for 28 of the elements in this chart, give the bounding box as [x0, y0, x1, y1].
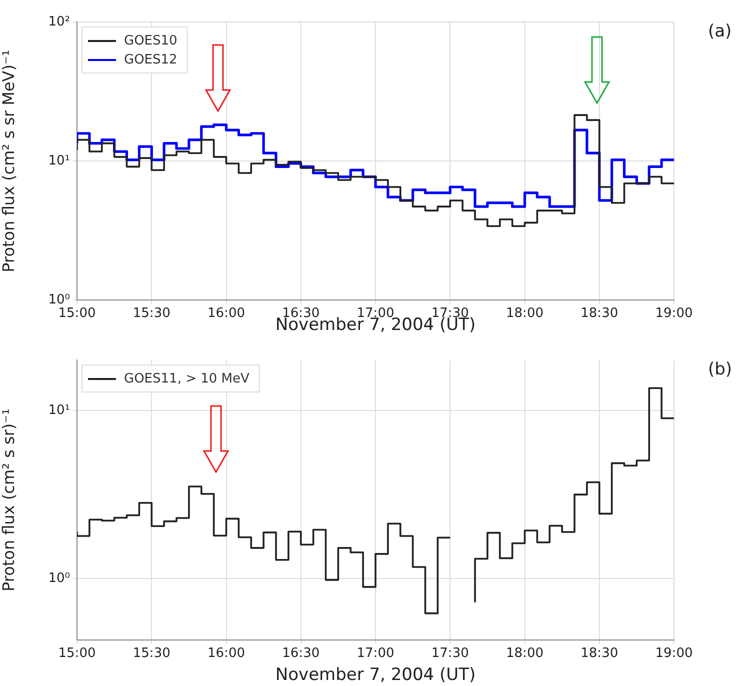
text: (b) [708, 359, 732, 380]
y-tick-label: 10¹ [48, 402, 70, 418]
x-tick-label: 16:00 [208, 646, 245, 662]
x-tick-label: 19:00 [655, 646, 693, 662]
x-tick-label: 17:30 [431, 646, 469, 662]
x-axis-title: November 7, 2004 (UT) [275, 665, 476, 686]
x-tick-label: 15:00 [58, 306, 96, 322]
y-tick-label: 10¹ [48, 153, 70, 168]
legend-label: GOES11, > 10 MeV [124, 371, 250, 386]
y-axis-title: Proton flux (cm² s sr)⁻¹ [0, 408, 18, 592]
x-tick-label: 18:00 [506, 646, 544, 662]
text: (a) [708, 21, 732, 42]
x-tick-label: 18:30 [580, 306, 618, 322]
x-tick-label: 18:00 [506, 306, 544, 322]
x-tick-label: 16:30 [282, 646, 320, 662]
y-tick-label: 10⁰ [48, 570, 70, 586]
y-tick-label: 10⁰ [48, 292, 70, 308]
y-tick-label: 10² [48, 14, 70, 30]
x-tick-label: 15:30 [132, 306, 170, 322]
x-tick-label: 17:00 [356, 646, 394, 662]
x-tick-label: 19:00 [655, 306, 693, 322]
y-axis-title: Proton flux (cm² s sr MeV)⁻¹ [0, 50, 18, 272]
x-tick-label: 15:30 [132, 646, 170, 662]
x-tick-label: 16:00 [208, 306, 245, 322]
legend-label: GOES10 [124, 33, 178, 48]
x-tick-label: 18:30 [580, 646, 618, 662]
legend-label: GOES12 [124, 52, 178, 68]
x-tick-label: 15:00 [58, 646, 96, 662]
